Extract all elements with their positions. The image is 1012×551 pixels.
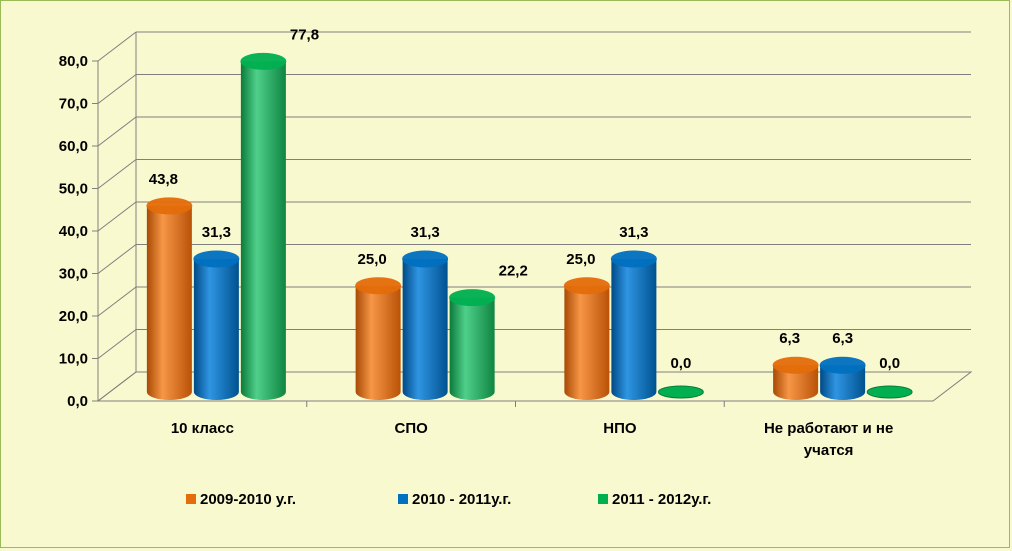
bar xyxy=(611,258,657,400)
bar xyxy=(240,61,286,400)
bar xyxy=(402,258,448,400)
y-tick-label: 50,0 xyxy=(59,181,88,198)
category-label: Не работают и не учатся xyxy=(764,420,893,459)
category-label: 10 класс xyxy=(171,420,234,437)
legend-label: 2011 - 2012у.г. xyxy=(612,491,711,508)
bar xyxy=(820,365,866,400)
data-label: 77,8 xyxy=(290,26,319,43)
legend-swatch xyxy=(598,494,608,504)
gridline-depth xyxy=(97,329,137,359)
gridline-depth xyxy=(97,74,137,104)
bar-top xyxy=(449,289,496,307)
data-label: 6,3 xyxy=(832,330,853,347)
data-label: 25,0 xyxy=(358,251,387,268)
data-label: 22,2 xyxy=(499,263,528,280)
legend-label: 2010 - 2011у.г. xyxy=(412,491,511,508)
y-tick-label: 70,0 xyxy=(59,96,88,113)
bar xyxy=(564,285,610,400)
legend-label: 2009-2010 у.г. xyxy=(200,491,296,508)
gridline-depth xyxy=(97,244,137,274)
bars xyxy=(146,52,913,400)
category-label: СПО xyxy=(394,420,428,437)
gridline-depth xyxy=(97,31,137,62)
legend-swatch xyxy=(186,494,196,504)
legend-swatch xyxy=(398,494,408,504)
bar-top xyxy=(610,250,657,268)
y-tick-label: 40,0 xyxy=(59,223,88,240)
bar xyxy=(449,297,495,400)
data-label: 31,3 xyxy=(619,224,648,241)
gridline-depth xyxy=(97,116,137,147)
bar-top xyxy=(772,356,819,374)
y-tick-label: 80,0 xyxy=(59,53,88,70)
gridline-depth xyxy=(97,159,137,189)
data-label: 43,8 xyxy=(149,171,178,188)
bar xyxy=(146,205,192,400)
legend: 2009-2010 у.г. 2010 - 2011у.г. 2011 - 2012… xyxy=(186,491,711,508)
data-label: 31,3 xyxy=(202,224,231,241)
gridline-depth xyxy=(97,286,137,317)
data-label: 31,3 xyxy=(411,224,440,241)
bar-top xyxy=(146,197,193,215)
bar-top xyxy=(402,250,449,268)
y-tick-label: 60,0 xyxy=(59,138,88,155)
category-label: НПО xyxy=(603,420,637,437)
bar xyxy=(193,258,239,400)
data-labels: 43,8 31,3 77,8 25,0 31,3 22,2 25,0 31,3 0,0 6,3 6,… xyxy=(149,26,900,372)
y-tick-label: 0,0 xyxy=(67,393,88,410)
y-tick-label: 30,0 xyxy=(59,266,88,283)
data-label: 0,0 xyxy=(670,355,691,372)
bar-top xyxy=(240,52,287,70)
bar xyxy=(866,385,913,399)
bar xyxy=(773,365,819,400)
axes: 0,0 10,0 20,0 30,0 40,0 50,0 60,0 70,0 80,0 10 кл… xyxy=(59,53,933,459)
bar-top xyxy=(355,277,402,295)
bar xyxy=(657,385,704,399)
bar-top xyxy=(563,277,610,295)
y-tick-label: 20,0 xyxy=(59,308,88,325)
data-label: 25,0 xyxy=(566,251,595,268)
bar xyxy=(355,285,401,400)
data-label: 0,0 xyxy=(879,355,900,372)
bar-top xyxy=(819,356,866,374)
gridline-depth xyxy=(97,201,137,232)
y-tick-label: 10,0 xyxy=(59,351,88,368)
bar-top xyxy=(193,250,240,268)
data-label: 6,3 xyxy=(779,330,800,347)
